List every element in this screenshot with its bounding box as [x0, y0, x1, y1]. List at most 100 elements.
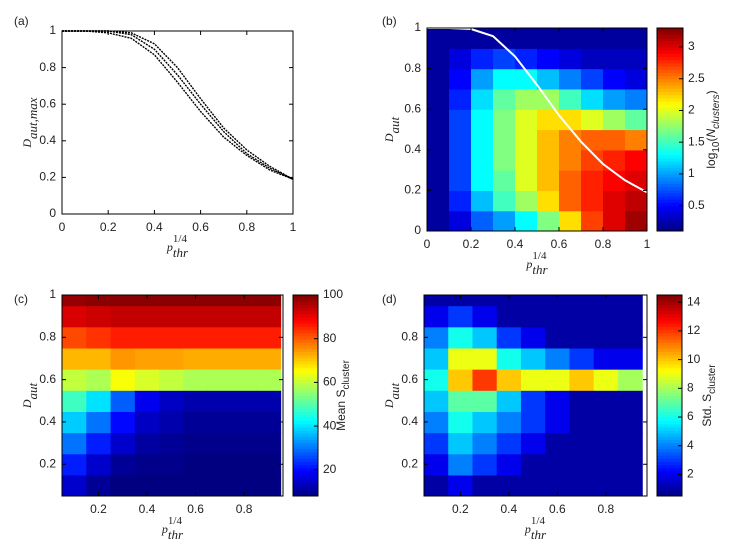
axis-label-base: p [161, 522, 168, 536]
heatmap-cell [427, 109, 450, 131]
heatmap-cell [496, 347, 522, 370]
colorbar-strip [657, 414, 682, 418]
axis-label-sub: aut [25, 382, 40, 399]
y-tick-label: 0.6 [404, 101, 421, 115]
heatmap-cell [110, 369, 136, 391]
heatmap-cell [86, 432, 112, 455]
colorbar-strip [293, 411, 318, 415]
colorbar-strip [657, 326, 682, 331]
colorbar-tick-label: 2.5 [688, 71, 705, 85]
heatmap-cell [86, 390, 112, 412]
heatmap-cell [449, 210, 472, 231]
heatmap-cell [424, 305, 449, 328]
heatmap-cell [603, 48, 626, 70]
colorbar-strip [657, 151, 683, 156]
colorbar-strip [293, 307, 318, 312]
x-tick-label: 0.4 [139, 502, 156, 516]
heatmap-cell [232, 305, 257, 328]
x-tick-label: 0.2 [90, 502, 107, 516]
colorbar-strip [657, 345, 682, 349]
heatmap-cell [159, 326, 185, 349]
colorbar-strip [657, 420, 682, 425]
colorbar-strip [657, 205, 683, 210]
panel-label: (b) [382, 14, 397, 28]
heatmap-cell [520, 369, 546, 391]
heatmap-cell [424, 295, 449, 307]
x-tick-label: 0.4 [507, 237, 524, 251]
colorbar-strip [657, 332, 682, 337]
heatmap-cell [86, 453, 112, 476]
colorbar-strip [657, 215, 683, 219]
heatmap-cell [625, 109, 647, 131]
heatmap-cell [449, 190, 472, 212]
heatmap-cell [496, 474, 522, 496]
colorbar-strip [657, 164, 683, 169]
heatmap-cell [256, 390, 282, 412]
heatmap-cell [134, 295, 160, 307]
heatmap-cell [427, 88, 450, 110]
colorbar-strip [657, 56, 683, 61]
heatmap-cell [183, 305, 209, 328]
colorbar-label-part: N [704, 128, 718, 137]
heatmap-cell [232, 411, 257, 434]
heatmap-cell [545, 432, 571, 455]
heatmap-cell [617, 432, 643, 455]
heatmap-cell [256, 305, 282, 328]
heatmap-cell [617, 295, 643, 307]
colorbar-strip [657, 436, 682, 440]
heatmap-cell [569, 453, 595, 476]
heatmap-cell [493, 68, 516, 90]
colorbar-strip [293, 304, 318, 309]
colorbar-label-part: 10 [711, 141, 722, 153]
colorbar-strip [657, 357, 682, 362]
heatmap-cell [86, 347, 112, 370]
heatmap-cell [159, 411, 185, 434]
heatmap-cell [207, 474, 233, 496]
colorbar-strip [293, 464, 318, 469]
heatmap-cell [581, 170, 604, 191]
heatmap-cell [515, 88, 538, 110]
colorbar-strip [657, 47, 683, 51]
heatmap-cell [207, 453, 233, 476]
heatmap-cell [472, 326, 498, 349]
heatmap-cell [545, 305, 571, 328]
colorbar-strip [657, 354, 682, 359]
heatmap-cell [617, 369, 643, 391]
axis-label: pthr1/4 [166, 233, 189, 260]
heatmap-cell [134, 411, 160, 434]
heatmap-cell [493, 129, 516, 151]
heatmap-cell [496, 411, 522, 434]
heatmap-cell [424, 390, 449, 412]
colorbar-strip [657, 382, 682, 387]
heatmap-cell [559, 149, 582, 171]
heatmap-cell [448, 390, 474, 412]
colorbar-strip [657, 439, 682, 444]
heatmap-cell [617, 390, 643, 412]
axis-label-base: p [166, 240, 173, 254]
colorbar-strip [657, 75, 683, 80]
heatmap-cell [207, 390, 233, 412]
axis-label-sub: aut,max [25, 97, 40, 139]
colorbar-strip [293, 417, 318, 422]
heatmap-cell [493, 210, 516, 231]
colorbar-tick-label: 20 [323, 462, 337, 476]
colorbar-strip [293, 329, 318, 334]
heatmap-cell [493, 149, 516, 171]
heatmap-cell [472, 453, 498, 476]
colorbar-strip [657, 37, 683, 42]
heatmap-cell [448, 432, 474, 455]
colorbar-strip [293, 389, 318, 393]
heatmap-cell [62, 411, 87, 434]
axis-label-base: D [382, 399, 396, 409]
colorbar-strip [657, 177, 683, 181]
heatmap-cell [256, 326, 282, 349]
heatmap-cell [424, 411, 449, 434]
colorbar-strip [657, 423, 682, 428]
heatmap-cell [520, 295, 546, 307]
colorbar-strip [657, 43, 683, 48]
heatmap-cell [593, 474, 619, 496]
y-tick-label: 0.6 [401, 372, 418, 386]
x-tick-label: 1 [644, 237, 651, 251]
heatmap-cell [159, 453, 185, 476]
heatmap-cell [207, 295, 233, 307]
